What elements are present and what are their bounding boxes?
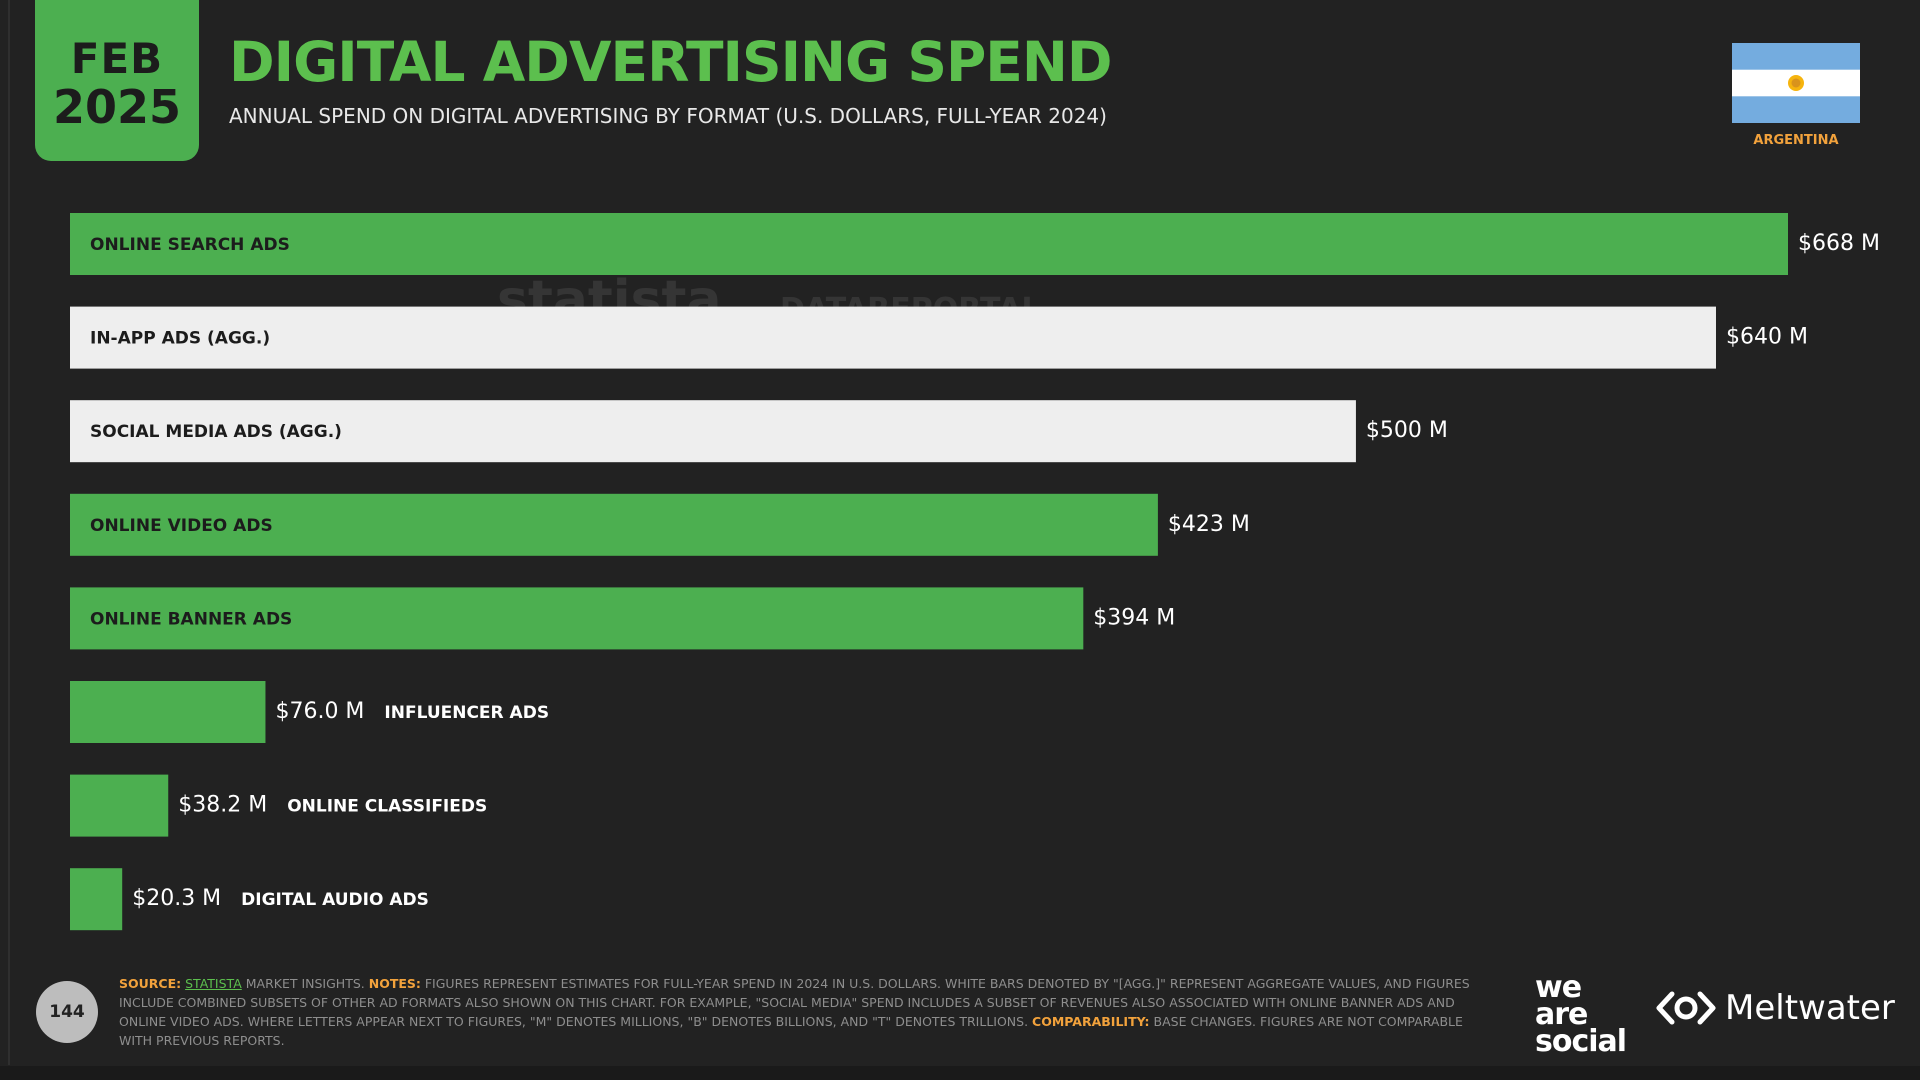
bar-value-label: $394 M [1093,605,1175,630]
bottom-strip [0,1066,1920,1080]
source-text: MARKET INSIGHTS. [241,976,369,991]
left-edge-line [8,0,10,1065]
country-label: ARGENTINA [1753,133,1839,148]
logo-word-we: we [1535,970,1582,1005]
notes-label: NOTES: [368,976,421,991]
meltwater-logo: Meltwater [1655,988,1895,1028]
bar-value-label: $423 M [1168,512,1250,537]
bar [70,868,123,931]
bar-value-label: $20.3 M [132,886,221,911]
bar-category-label: ONLINE SEARCH ADS [90,235,290,255]
bar-value-label: $500 M [1366,418,1448,443]
page-title: DIGITAL ADVERTISING SPEND [229,30,1113,94]
bar-category-label: IN-APP ADS (AGG.) [90,329,270,349]
date-badge: FEB 2025 [35,0,199,161]
source-link[interactable]: STATISTA [185,976,242,991]
footer-notes: SOURCE: STATISTA MARKET INSIGHTS. NOTES:… [119,974,1484,1050]
bar-category-label: INFLUENCER ADS [384,703,549,723]
bar [70,774,169,837]
we-are-social-logo: we are social [1535,970,1627,1059]
bar-value-label: $640 M [1726,325,1808,350]
bar-value-label: $38.2 M [178,793,267,818]
bar [70,306,1716,369]
bar-value-label: $76.0 M [275,699,364,724]
bar-category-label: SOCIAL MEDIA ADS (AGG.) [90,422,342,442]
notes-text: FIGURES REPRESENT ESTIMATES FOR FULL-YEA… [119,976,1470,1029]
logo-word-are: are [1535,997,1588,1032]
bar [70,681,266,743]
page-subtitle: ANNUAL SPEND ON DIGITAL ADVERTISING BY F… [229,104,1107,128]
bar-category-label: ONLINE BANNER ADS [90,609,292,629]
source-label: SOURCE: [119,976,182,991]
meltwater-mark-icon [1656,991,1716,1025]
date-year: 2025 [52,79,182,134]
bar [70,400,1356,463]
comparability-text: BASE CHANGES. FIGURES ARE NOT COMPARABLE… [119,1014,1463,1048]
argentina-flag-icon [1732,43,1860,123]
logo-word-social: social [1535,1024,1627,1059]
comparability-label: COMPARABILITY: [1032,1014,1150,1029]
bar-category-label: DIGITAL AUDIO ADS [241,890,429,910]
bar-value-label: $668 M [1798,231,1880,256]
date-month: FEB [70,33,164,83]
bar [70,493,1158,556]
bar [70,213,1788,275]
bar-category-label: ONLINE CLASSIFIEDS [287,797,487,817]
meltwater-wordmark: Meltwater [1725,988,1895,1028]
bar-category-label: ONLINE VIDEO ADS [90,516,273,536]
bar [70,587,1084,650]
page-number-badge: 144 [36,981,98,1043]
